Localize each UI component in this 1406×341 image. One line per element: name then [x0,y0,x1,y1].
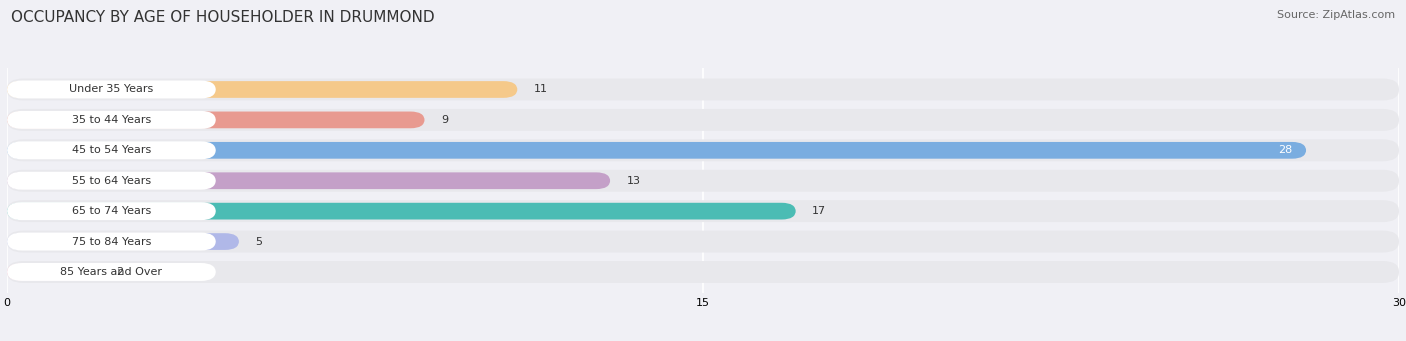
Text: OCCUPANCY BY AGE OF HOUSEHOLDER IN DRUMMOND: OCCUPANCY BY AGE OF HOUSEHOLDER IN DRUMM… [11,10,434,25]
FancyBboxPatch shape [7,233,239,250]
FancyBboxPatch shape [7,203,796,220]
FancyBboxPatch shape [7,141,217,159]
Text: 2: 2 [117,267,124,277]
FancyBboxPatch shape [7,170,1399,192]
Text: 5: 5 [256,237,263,247]
FancyBboxPatch shape [7,80,217,99]
Text: 85 Years and Over: 85 Years and Over [60,267,163,277]
FancyBboxPatch shape [7,78,1399,101]
Text: Source: ZipAtlas.com: Source: ZipAtlas.com [1277,10,1395,20]
FancyBboxPatch shape [7,142,1306,159]
FancyBboxPatch shape [7,81,517,98]
Text: 11: 11 [534,85,548,94]
Text: 45 to 54 Years: 45 to 54 Years [72,145,150,155]
FancyBboxPatch shape [7,261,1399,283]
Text: 75 to 84 Years: 75 to 84 Years [72,237,150,247]
FancyBboxPatch shape [7,202,217,220]
Text: 35 to 44 Years: 35 to 44 Years [72,115,150,125]
Text: Under 35 Years: Under 35 Years [69,85,153,94]
Text: 13: 13 [627,176,641,186]
FancyBboxPatch shape [7,233,217,251]
FancyBboxPatch shape [7,264,100,280]
Text: 65 to 74 Years: 65 to 74 Years [72,206,150,216]
FancyBboxPatch shape [7,111,217,129]
FancyBboxPatch shape [7,172,610,189]
FancyBboxPatch shape [7,139,1399,161]
Text: 28: 28 [1278,145,1292,155]
Text: 17: 17 [813,206,827,216]
Text: 55 to 64 Years: 55 to 64 Years [72,176,150,186]
FancyBboxPatch shape [7,172,217,190]
FancyBboxPatch shape [7,200,1399,222]
FancyBboxPatch shape [7,112,425,128]
Text: 9: 9 [441,115,449,125]
FancyBboxPatch shape [7,109,1399,131]
FancyBboxPatch shape [7,263,217,281]
FancyBboxPatch shape [7,231,1399,252]
